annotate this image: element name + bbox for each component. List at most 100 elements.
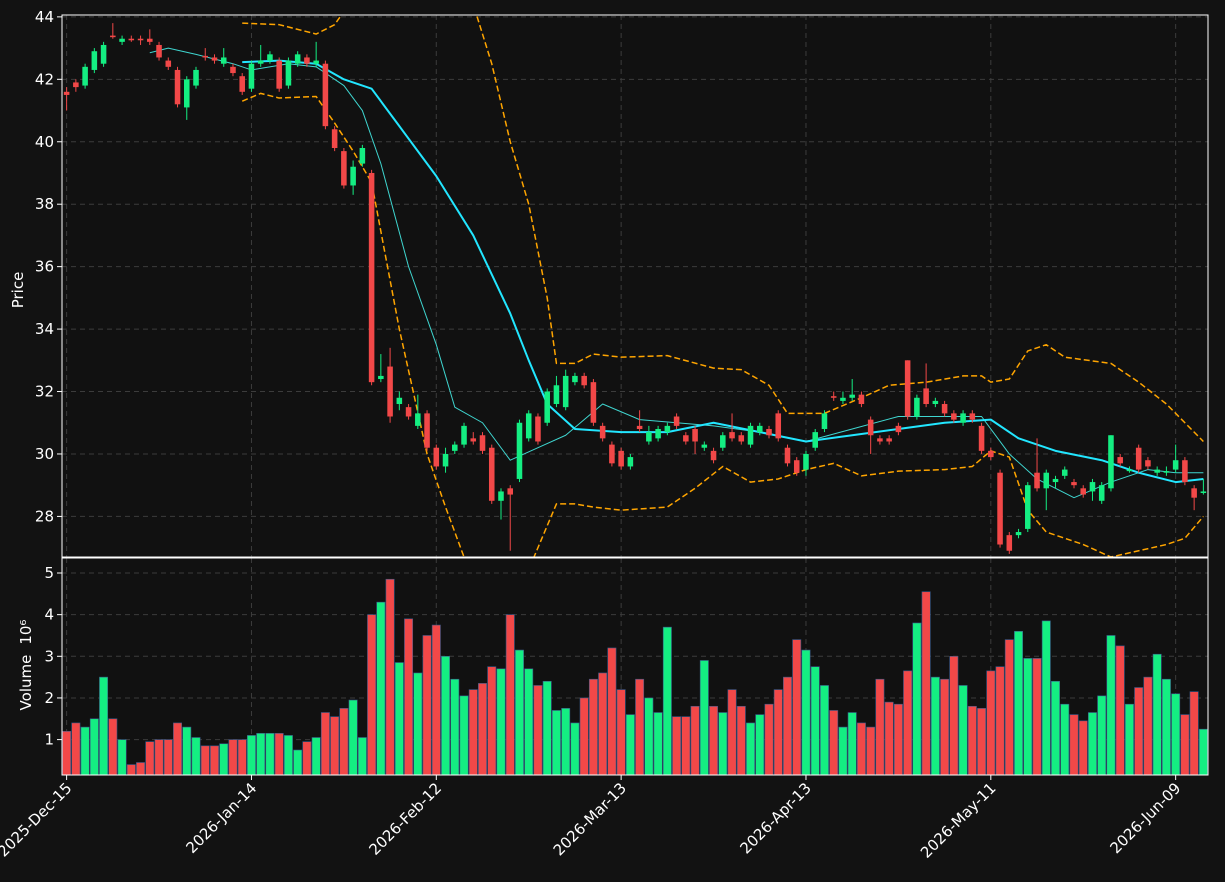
candle-body	[110, 35, 116, 38]
volume-bar	[385, 578, 395, 776]
volume-bar	[1171, 693, 1181, 776]
candle-body	[1135, 447, 1142, 470]
candle-body	[1191, 488, 1197, 498]
candle-body	[230, 66, 236, 74]
volume-bar	[884, 701, 894, 776]
volume-bar	[320, 712, 330, 776]
volume-bar	[1198, 728, 1208, 776]
candle-body	[562, 375, 569, 408]
y-tick-label: 36	[35, 258, 54, 276]
volume-bar	[1032, 658, 1042, 776]
candle-body	[544, 391, 550, 423]
candle-body	[470, 438, 477, 442]
candle-body	[1117, 457, 1123, 464]
candle-body	[1172, 460, 1179, 470]
volume-bar	[219, 743, 229, 776]
volume-bar	[496, 668, 506, 776]
candle-body	[692, 428, 698, 442]
volume-bar	[293, 749, 303, 776]
volume-bar	[995, 666, 1005, 776]
volume-bar	[551, 710, 561, 776]
volume-bar	[1088, 712, 1097, 776]
candle-body	[849, 394, 855, 398]
candle-body	[331, 129, 338, 149]
volume-bar	[967, 705, 977, 776]
volume-bar	[1060, 703, 1070, 776]
volume-bar	[542, 680, 552, 776]
volume-bar	[394, 662, 404, 776]
candle-body	[516, 422, 523, 479]
volume-bar	[1124, 703, 1134, 776]
volume-bar	[653, 712, 663, 776]
volume-exponent: 10⁶	[17, 620, 35, 645]
volume-bar	[367, 614, 377, 776]
candle-body	[941, 404, 948, 414]
candle-body	[147, 38, 153, 42]
volume-bar	[764, 703, 774, 776]
candle-body	[960, 413, 966, 423]
volume-bar	[1078, 720, 1088, 776]
volume-bar	[274, 733, 284, 776]
candle-body	[1015, 532, 1022, 536]
candle-body	[784, 447, 791, 464]
candle-body	[1071, 482, 1077, 486]
candle-body	[1052, 478, 1059, 483]
candle-body	[442, 453, 449, 467]
y-tick-label: 30	[35, 445, 54, 463]
volume-bar	[441, 655, 450, 776]
volume-bar	[89, 718, 99, 776]
candle-body	[627, 457, 634, 467]
candle-body	[452, 444, 458, 451]
volume-bar	[163, 739, 173, 776]
candle-body	[174, 69, 181, 105]
volume-bar	[1004, 639, 1014, 776]
volume-bar	[727, 689, 737, 776]
volume-bar	[330, 716, 340, 776]
candle-body	[378, 375, 384, 380]
y-tick-label: 44	[35, 8, 54, 26]
volume-bar	[136, 762, 146, 776]
candle-body	[396, 397, 403, 405]
candle-body	[415, 413, 421, 426]
candle-body	[738, 435, 745, 442]
candle-body	[609, 444, 615, 464]
volume-bar	[1069, 714, 1079, 776]
volume-y-tick-label: 4	[44, 606, 54, 624]
candle-body	[646, 432, 652, 442]
volume-bar	[422, 635, 432, 776]
candle-body	[1025, 485, 1031, 529]
volume-bar	[893, 703, 903, 776]
candle-body	[747, 425, 754, 445]
volume-bar	[588, 678, 598, 776]
volume-bar	[117, 739, 127, 776]
price-panel	[62, 15, 1208, 557]
candle-body	[553, 385, 560, 405]
candle-body	[775, 413, 782, 439]
volume-bar	[810, 666, 820, 776]
volume-bar	[616, 689, 626, 776]
volume-bar	[505, 614, 515, 776]
candle-body	[498, 491, 504, 501]
candle-body	[1006, 535, 1013, 551]
volume-bar	[524, 668, 534, 776]
candle-body	[294, 54, 301, 64]
candle-body	[1108, 435, 1114, 489]
candle-body	[387, 366, 393, 417]
candle-body	[572, 375, 578, 383]
volume-bar	[99, 676, 109, 776]
volume-bar	[478, 683, 487, 776]
volume-bar	[376, 601, 386, 776]
volume-bar	[838, 726, 848, 776]
candle-body	[803, 453, 809, 470]
y-tick-label: 42	[35, 70, 54, 88]
candle-body	[1098, 485, 1105, 501]
volume-bar	[1134, 687, 1144, 776]
volume-bar	[672, 716, 682, 776]
volume-bar	[256, 733, 266, 776]
volume-bar	[1041, 620, 1051, 776]
volume-bar	[404, 618, 414, 776]
candle-body	[535, 416, 541, 442]
candle-body	[285, 60, 292, 86]
candle-body	[766, 428, 772, 436]
